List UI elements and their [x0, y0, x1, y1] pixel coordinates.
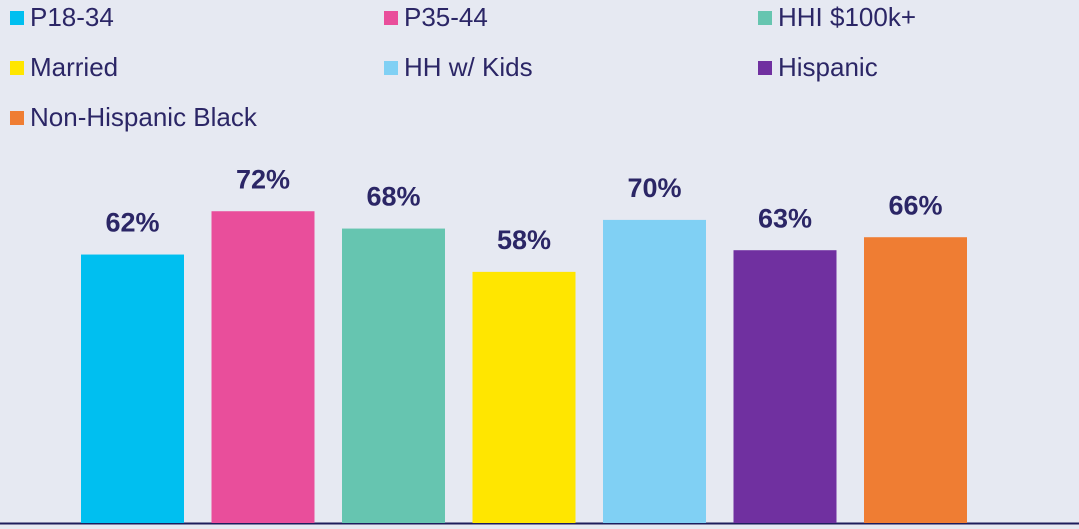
- bar: [864, 237, 967, 523]
- legend-swatch: [10, 61, 24, 75]
- legend-text: Non-Hispanic Black: [30, 102, 258, 132]
- bar: [211, 211, 315, 524]
- bar: [81, 254, 184, 524]
- value-label: 63%: [758, 203, 812, 233]
- legend-swatch: [384, 61, 398, 75]
- legend-swatch: [758, 61, 772, 75]
- legend-swatch: [758, 11, 772, 25]
- value-label: 66%: [888, 190, 942, 220]
- bar: [342, 228, 445, 523]
- bar: [603, 219, 706, 523]
- bar: [733, 250, 837, 523]
- bar: [472, 271, 576, 523]
- value-label: 62%: [105, 208, 159, 238]
- value-label: 58%: [497, 225, 551, 255]
- legend-text: Hispanic: [778, 52, 878, 82]
- value-label: 68%: [366, 182, 420, 212]
- legend-text: Married: [30, 52, 118, 82]
- legend-swatch: [10, 111, 24, 125]
- legend-text: HH w/ Kids: [404, 52, 533, 82]
- legend-text: P18-34: [30, 2, 114, 32]
- value-label: 72%: [236, 164, 290, 194]
- legend-swatch: [10, 11, 24, 25]
- value-label: 70%: [627, 173, 681, 203]
- legend-swatch: [384, 11, 398, 25]
- legend-text: P35-44: [404, 2, 488, 32]
- legend-text: HHI $100k+: [778, 2, 916, 32]
